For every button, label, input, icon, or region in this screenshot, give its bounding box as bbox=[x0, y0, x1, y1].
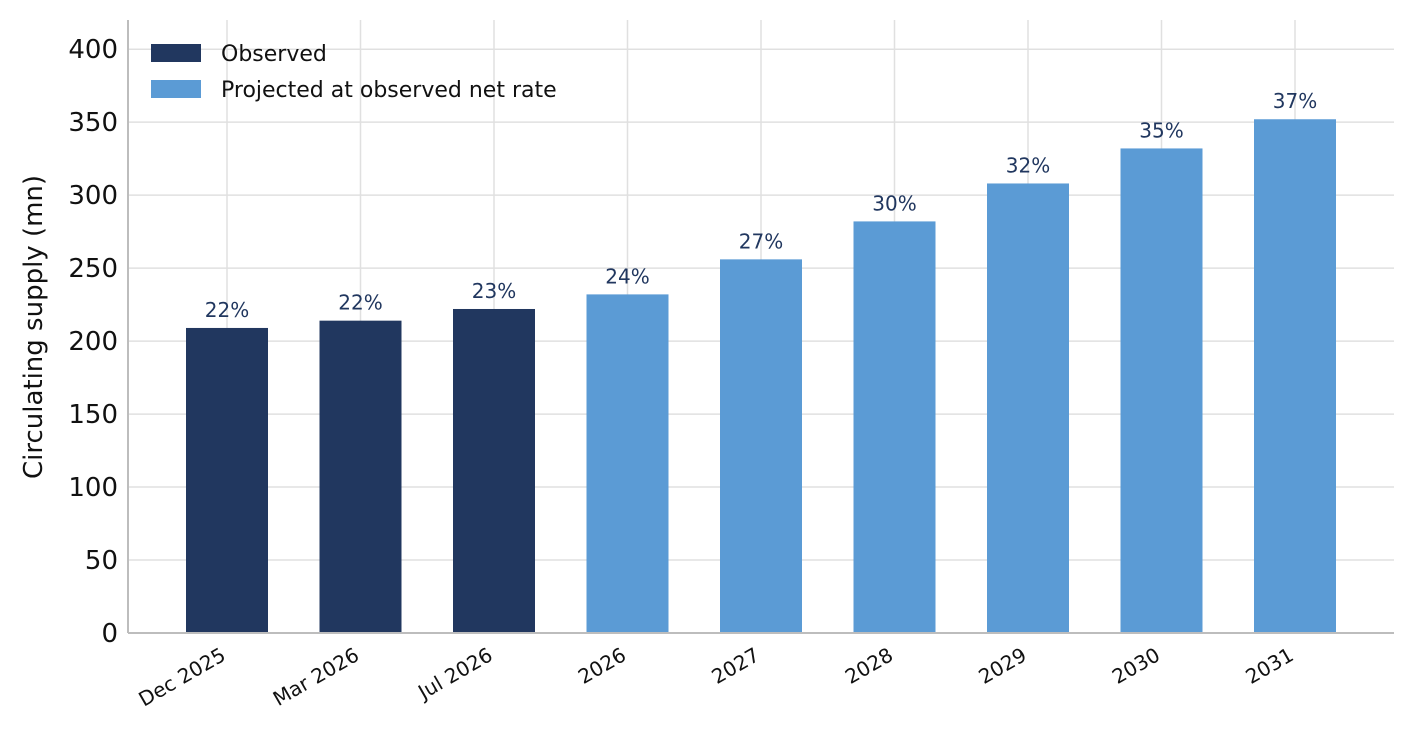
y-tick-label: 250 bbox=[68, 254, 118, 284]
data-label: 32% bbox=[1006, 153, 1050, 177]
y-tick-label: 200 bbox=[68, 327, 118, 357]
y-tick-label: 0 bbox=[101, 619, 118, 649]
x-tick-label: Dec 2025 bbox=[134, 643, 229, 712]
y-tick-label: 400 bbox=[68, 35, 118, 65]
data-label: 35% bbox=[1139, 118, 1183, 142]
bar-2027 bbox=[720, 259, 802, 633]
data-label: 27% bbox=[739, 229, 783, 253]
x-tick-label: Jul 2026 bbox=[412, 643, 496, 705]
legend: Observed Projected at observed net rate bbox=[151, 42, 557, 103]
y-tick-label: 300 bbox=[68, 181, 118, 211]
data-label: 37% bbox=[1273, 89, 1317, 113]
x-tick-label: 2026 bbox=[574, 643, 630, 689]
data-label: 24% bbox=[605, 264, 649, 288]
legend-swatch-observed bbox=[151, 44, 201, 62]
bar-jul-2026 bbox=[453, 308, 535, 633]
legend-label-observed: Observed bbox=[221, 42, 327, 67]
y-tick-label: 350 bbox=[68, 108, 118, 138]
legend-label-projected: Projected at observed net rate bbox=[221, 78, 557, 103]
y-tick-label: 150 bbox=[68, 400, 118, 430]
bar-mar-2026 bbox=[319, 320, 402, 633]
y-axis-title: Circulating supply (mn) bbox=[19, 175, 49, 479]
bars bbox=[186, 119, 1336, 633]
data-labels: 22% 22% 23% 24% 27% 30% 32% 35% 37% bbox=[205, 89, 1317, 322]
bar-2028 bbox=[853, 221, 936, 633]
data-label: 22% bbox=[338, 291, 382, 315]
x-tick-label: Mar 2026 bbox=[269, 643, 363, 711]
bar-dec-2025 bbox=[186, 327, 268, 633]
x-tick-label: 2027 bbox=[707, 643, 763, 689]
bar-2030 bbox=[1120, 148, 1203, 633]
legend-swatch-projected bbox=[151, 80, 201, 98]
data-label: 23% bbox=[472, 279, 516, 303]
bar-2031 bbox=[1254, 119, 1336, 633]
bar-2029 bbox=[987, 183, 1069, 633]
x-tick-label: 2029 bbox=[974, 643, 1030, 689]
x-tick-label: 2031 bbox=[1241, 643, 1297, 689]
x-tick-label: 2028 bbox=[841, 643, 897, 689]
data-label: 22% bbox=[205, 298, 249, 322]
bar-2026 bbox=[586, 294, 669, 633]
y-tick-label: 50 bbox=[85, 546, 118, 576]
x-tick-label: 2030 bbox=[1108, 643, 1164, 689]
y-tick-label: 100 bbox=[68, 473, 118, 503]
data-label: 30% bbox=[872, 191, 916, 215]
